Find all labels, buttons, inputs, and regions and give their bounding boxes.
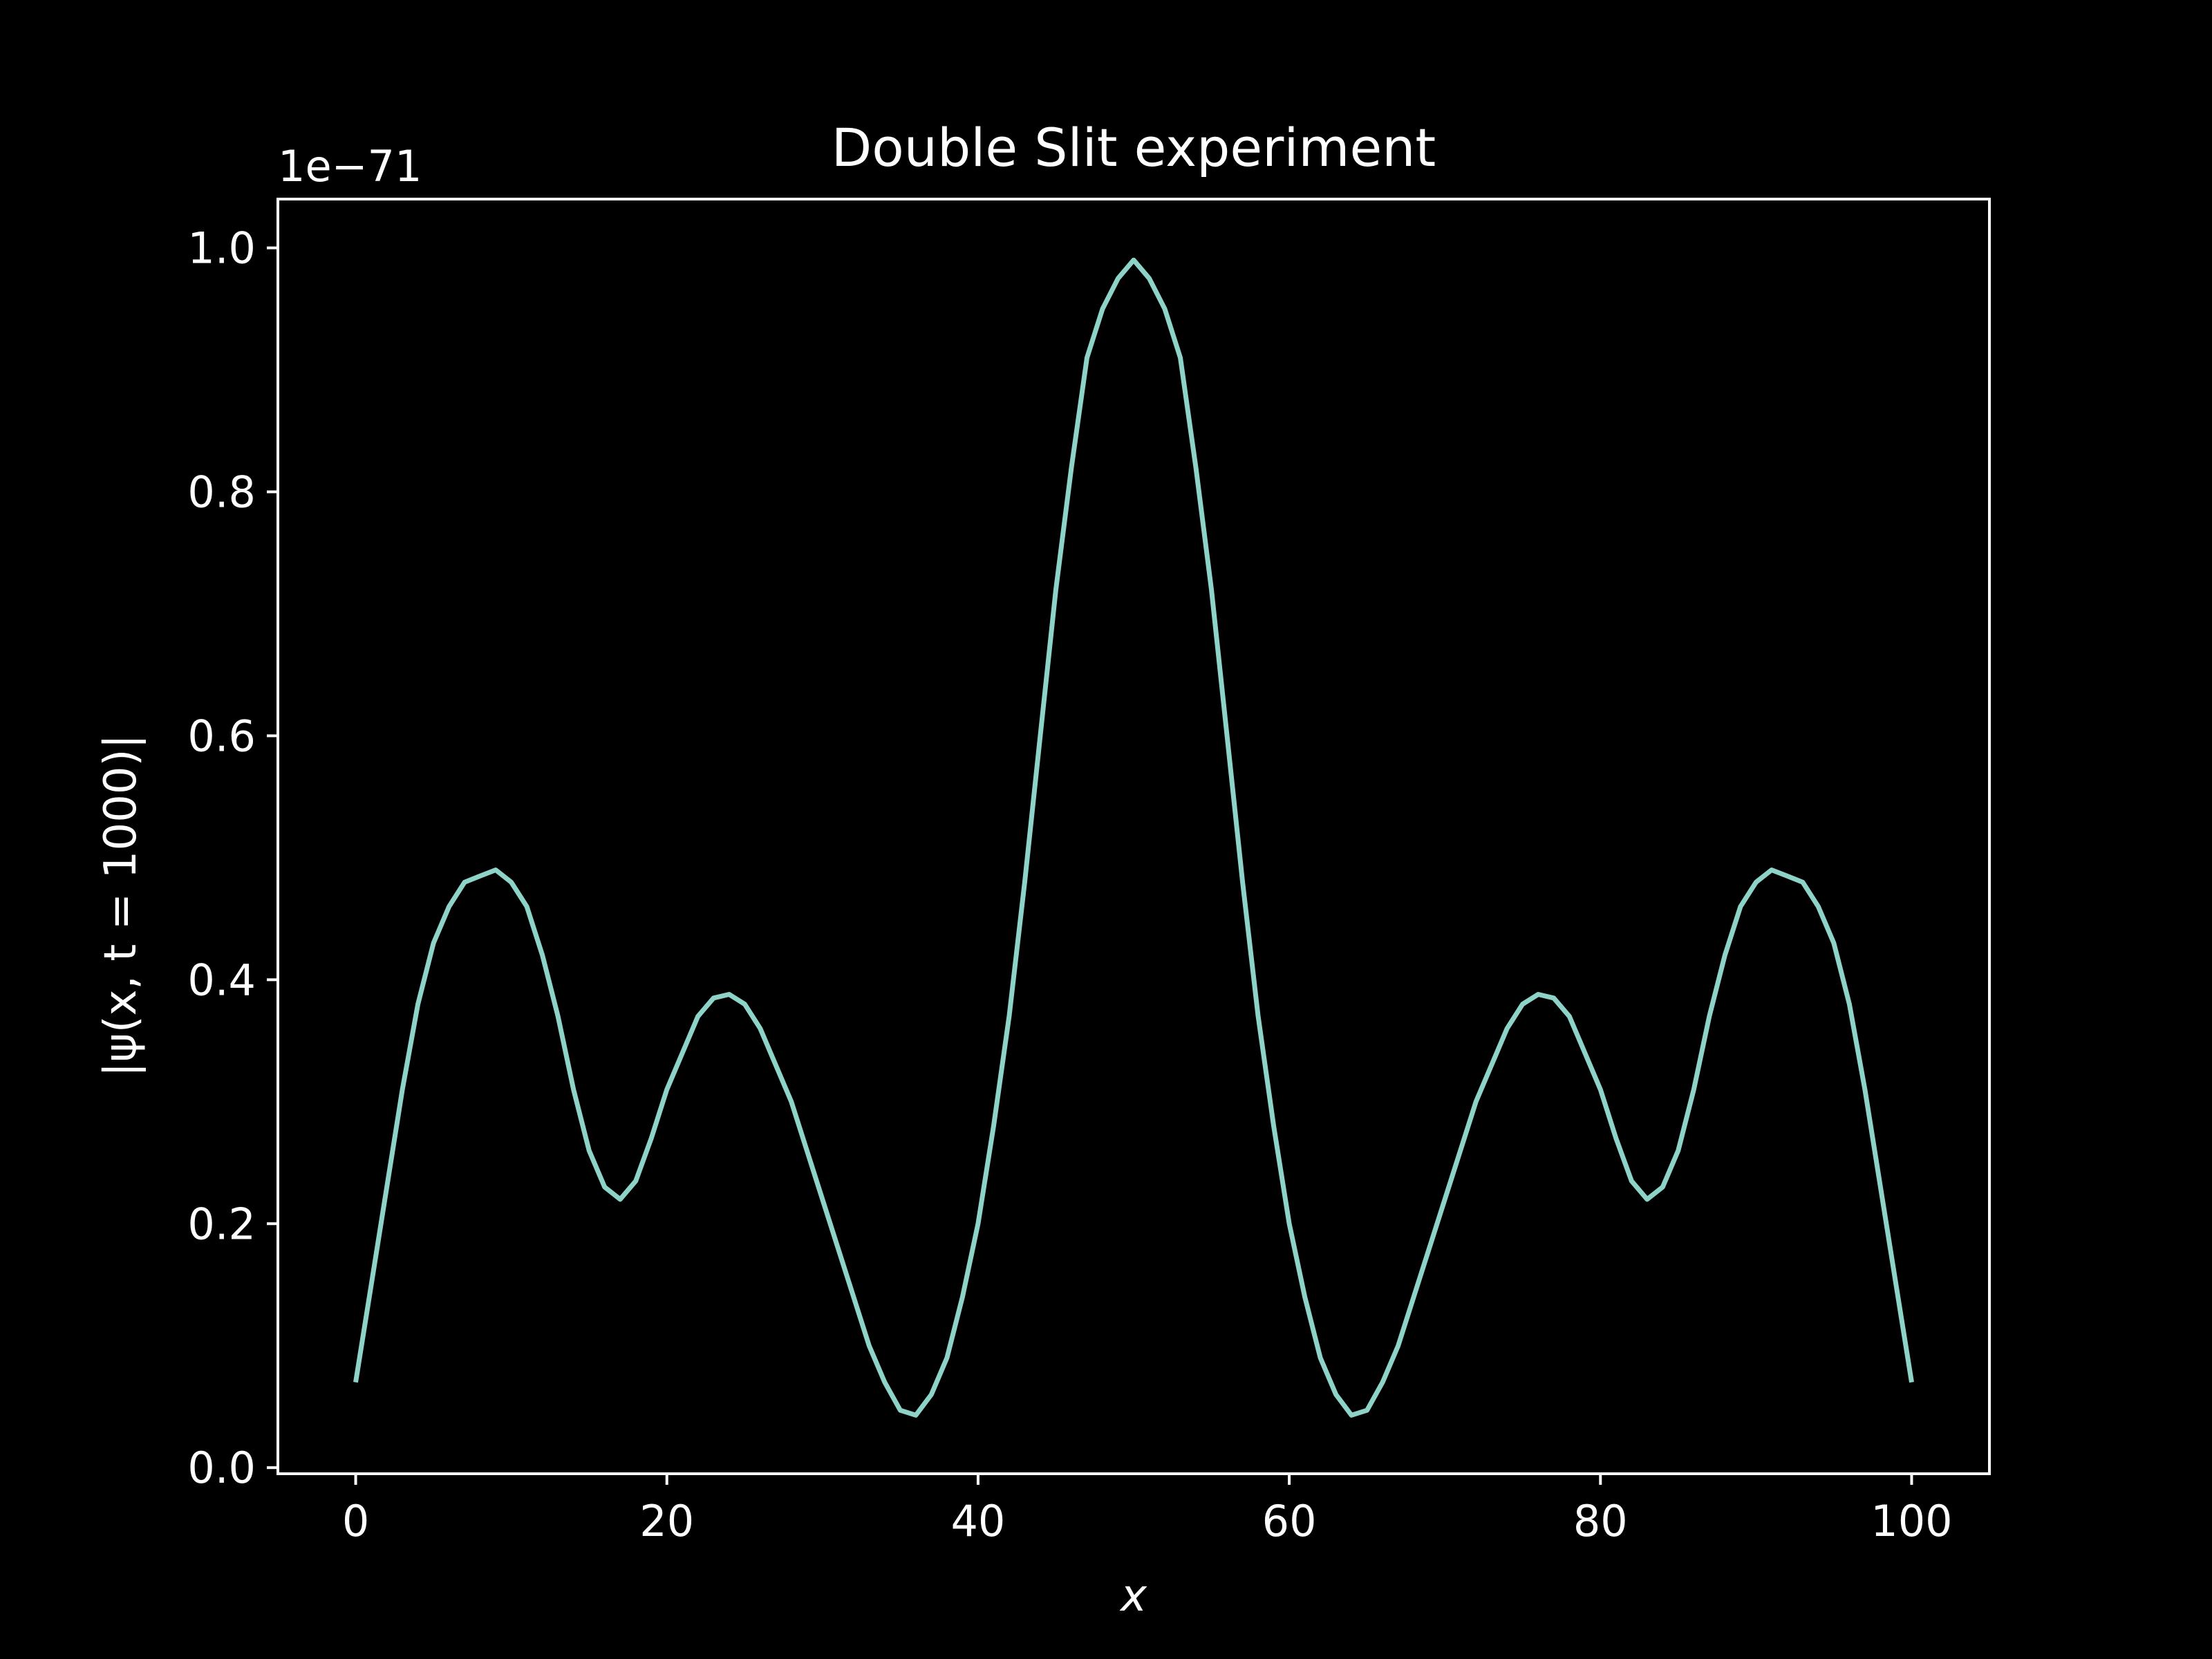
x-axis-label: x: [1119, 1571, 1147, 1622]
x-axis-ticks: 0 20 40 60 80 100: [342, 1474, 1953, 1546]
y-axis-ticks: 0.0 0.2 0.4 0.6 0.8 1.0: [187, 223, 278, 1493]
x-tick-label: 20: [639, 1496, 694, 1546]
series-line: [353, 257, 1914, 1418]
y-tick-label: 1.0: [187, 223, 256, 274]
chart-title: Double Slit experiment: [832, 117, 1436, 178]
y-tick-label: 0.2: [187, 1199, 256, 1249]
y-tick-label: 0.0: [187, 1443, 256, 1493]
x-tick-label: 0: [342, 1496, 369, 1546]
x-tick-label: 80: [1573, 1496, 1628, 1546]
y-tick-label: 0.8: [187, 467, 256, 518]
x-tick-label: 60: [1262, 1496, 1317, 1546]
plot-area-frame: [276, 198, 1991, 1475]
y-tick-label: 0.6: [187, 711, 256, 761]
y-axis-label: |ψ(x, t = 1000)|: [95, 734, 147, 1077]
x-tick-label: 100: [1871, 1496, 1952, 1546]
y-tick-label: 0.4: [187, 955, 256, 1005]
y-axis-offset-label: 1e−71: [278, 141, 422, 191]
x-tick-label: 40: [950, 1496, 1005, 1546]
